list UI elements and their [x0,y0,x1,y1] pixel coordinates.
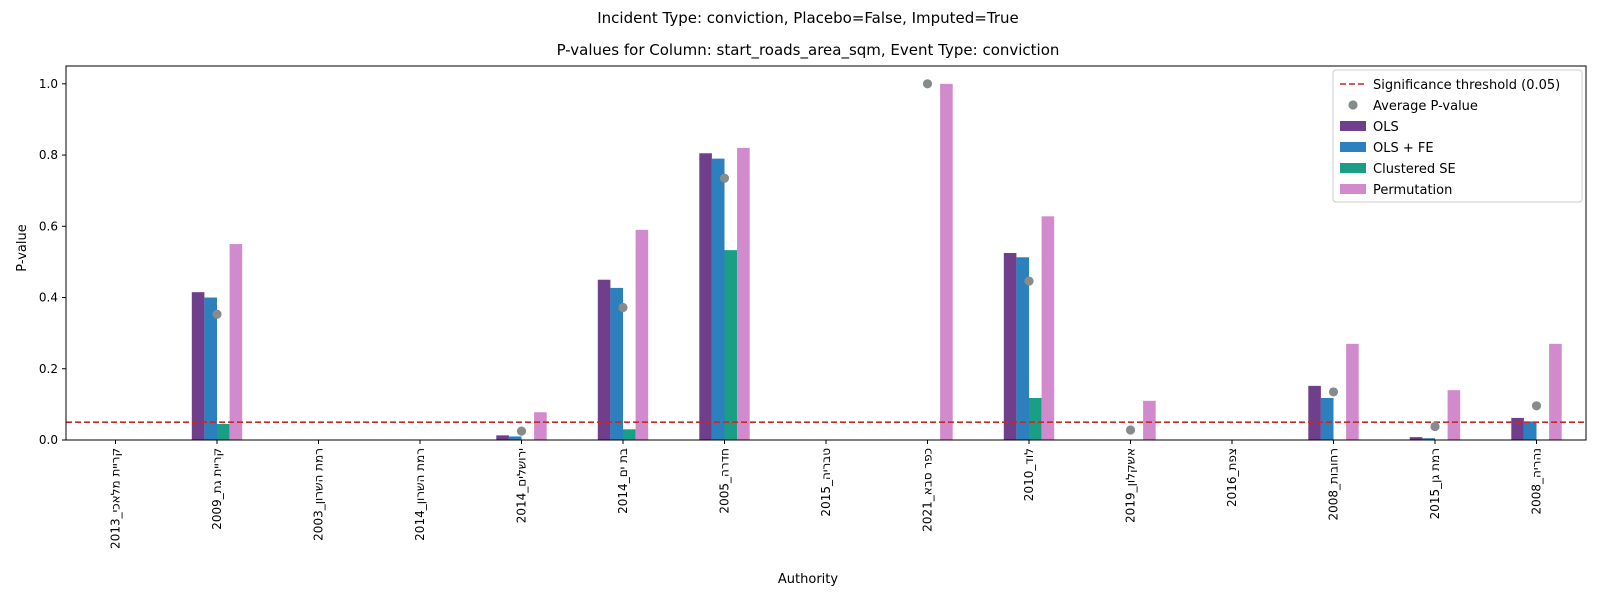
bars-layer [191,83,1562,441]
x-tick-label-7: טבריה_2015 [819,448,833,517]
legend-swatch-clustered-se [1340,163,1366,173]
bar-permutation-12 [1346,343,1359,440]
bar-clustered-se-9 [1029,397,1042,440]
y-axis-label: P-value [15,224,30,271]
bar-ols-fe-14 [1523,421,1537,440]
average-point-13 [1430,421,1440,432]
legend-average-swatch [1348,100,1358,110]
x-tick-label-11: צפת_2016 [1225,448,1239,507]
bar-ols-fe-1 [204,297,217,440]
bar-ols-13 [1409,437,1423,440]
bar-permutation-10 [1143,400,1156,440]
average-point-8 [922,79,933,89]
average-point-14 [1531,401,1542,411]
x-tick-label-6: חדרה_2005 [718,448,732,514]
legend-frame [1332,69,1583,203]
bar-ols-5 [597,279,611,440]
y-tick-label-2: 0.4 [39,291,58,305]
legend-label-permutation: Permutation [1373,183,1452,198]
x-tick-label-2: רמת השרון_2003 [312,448,326,541]
bar-ols-9 [1003,253,1017,440]
bar-ols-fe-4 [508,436,522,440]
legend: Significance threshold (0.05) Average P-v… [1332,69,1583,203]
bar-permutation-6 [737,147,750,440]
bar-permutation-8 [940,83,953,441]
bar-ols-1 [191,292,205,440]
bar-ols-fe-6 [711,158,725,440]
bar-ols-12 [1308,385,1321,440]
average-point-6 [719,173,730,183]
y-axis: 0.0 0.2 0.4 0.6 0.8 1.0 [39,77,66,447]
legend-label-ols: OLS [1373,120,1399,135]
x-tick-label-4: ירושלים_2014 [515,448,529,523]
x-tick-label-3: רמת השרון_2014 [413,448,427,541]
bar-ols-fe-12 [1320,397,1334,440]
x-tick-label-5: בת ים_2014 [616,448,630,514]
x-tick-label-12: רחובות_2008 [1327,448,1341,521]
y-tick-label-4: 0.8 [39,148,58,162]
average-point-9 [1024,276,1034,286]
average-point-1 [212,309,222,319]
bar-permutation-4 [534,412,547,440]
legend-threshold-label: Significance threshold (0.05) [1373,78,1560,93]
bar-ols-14 [1511,417,1524,440]
average-point-12 [1328,387,1339,397]
x-tick-label-13: רמת גן_2015 [1428,448,1442,519]
bar-clustered-se-6 [724,250,738,440]
chart-suptitle: Incident Type: conviction, Placebo=False… [597,9,1018,27]
average-point-10 [1125,425,1136,435]
bar-ols-6 [699,153,712,440]
x-tick-label-1: קריית גת_2009 [210,448,224,530]
x-tick-label-0: קריית מלאכי_2013 [109,448,123,549]
bar-ols-fe-9 [1016,257,1029,440]
legend-label-clustered-se: Clustered SE [1373,162,1456,177]
average-point-4 [516,426,527,436]
bar-ols-fe-5 [610,287,623,440]
chart-title: P-values for Column: start_roads_area_sq… [557,41,1060,60]
legend-label-ols-fe: OLS + FE [1373,141,1434,156]
x-tick-label-9: לוד_2010 [1022,448,1036,501]
bar-ols-fe-13 [1422,438,1435,440]
x-tick-label-14: נהריה_2008 [1530,448,1544,515]
legend-swatch-ols-fe [1340,142,1366,152]
bar-clustered-se-5 [623,429,636,440]
bar-ols-4 [496,435,509,440]
x-axis-label: Authority [778,572,838,587]
y-tick-label-0: 0.0 [39,433,58,447]
x-tick-label-8: כפר סבא_2021 [921,448,935,532]
legend-average-label: Average P-value [1373,99,1478,114]
x-tick-label-10: אשקלון_2019 [1124,448,1138,523]
y-tick-label-5: 1.0 [39,77,58,91]
bar-permutation-13 [1447,390,1461,440]
legend-swatch-permutation [1340,184,1366,194]
bar-clustered-se-1 [217,423,230,440]
average-markers-layer [212,79,1542,436]
y-tick-label-3: 0.6 [39,219,58,233]
legend-swatch-ols [1340,121,1366,131]
bar-permutation-14 [1549,343,1562,440]
bar-permutation-9 [1041,216,1055,440]
x-axis: קריית מלאכי_2013 קריית גת_2009 רמת השרון_2… [109,440,1544,549]
y-tick-label-1: 0.2 [39,362,58,376]
bar-permutation-1 [229,244,243,440]
average-point-5 [618,302,628,313]
bar-permutation-5 [635,229,649,440]
